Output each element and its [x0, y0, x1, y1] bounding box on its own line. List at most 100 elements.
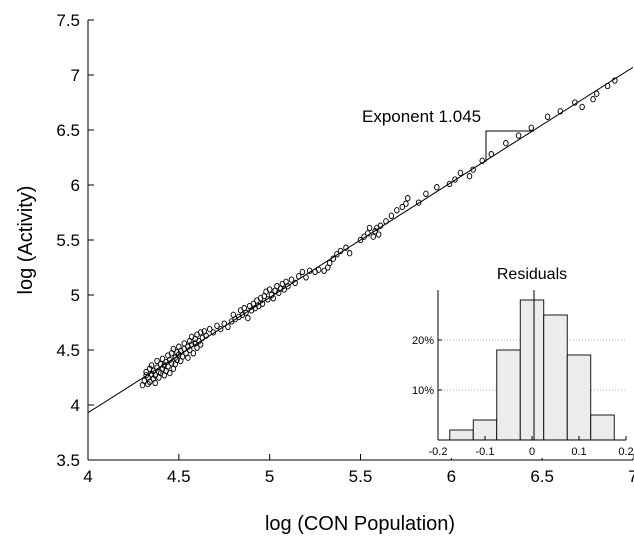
- data-point: [206, 325, 213, 333]
- data-point: [544, 113, 551, 120]
- x-tick-label: 4: [83, 467, 92, 486]
- inset-x-tick-label: 0: [529, 446, 535, 458]
- data-point: [377, 222, 384, 229]
- data-point: [147, 378, 153, 386]
- data-point: [141, 377, 148, 384]
- data-point: [557, 108, 564, 115]
- data-point: [179, 353, 186, 360]
- data-point: [612, 77, 618, 84]
- data-point: [245, 314, 251, 322]
- y-tick-label: 7: [71, 66, 80, 85]
- x-tick-label: 5.5: [349, 467, 373, 486]
- inset-x-tick-label: -0.2: [429, 446, 448, 458]
- data-point: [321, 267, 327, 274]
- data-point: [270, 295, 277, 302]
- data-point: [370, 233, 376, 240]
- inset-bars: [449, 299, 615, 441]
- data-point: [266, 286, 273, 293]
- data-point: [394, 207, 400, 214]
- data-point: [365, 230, 371, 237]
- data-point: [288, 276, 295, 283]
- x-tick-label: 6.5: [530, 467, 554, 486]
- data-point: [330, 255, 337, 262]
- main-x-ticks: 4 4.5 5 5.5 6 6.5 7: [83, 454, 634, 486]
- data-point: [415, 199, 422, 206]
- data-point: [281, 286, 287, 293]
- data-points: [139, 77, 618, 389]
- data-point: [210, 329, 217, 336]
- data-point: [479, 157, 485, 164]
- y-tick-label: 6: [71, 176, 80, 195]
- data-point: [143, 368, 149, 376]
- data-point: [181, 340, 188, 347]
- inset-y-tick-label: 10%: [412, 385, 434, 397]
- data-point: [221, 320, 227, 327]
- data-point: [243, 309, 249, 316]
- data-point: [295, 273, 302, 280]
- data-point: [315, 266, 322, 273]
- exponent-annotation: Exponent 1.045: [362, 107, 481, 126]
- histogram-bar: [519, 299, 545, 441]
- inset-y-tick-label: 20%: [412, 335, 434, 347]
- x-tick-label: 5: [265, 467, 274, 486]
- histogram-bar: [449, 429, 474, 441]
- data-point: [172, 354, 178, 361]
- histogram-bar: [496, 349, 521, 441]
- data-point: [168, 360, 175, 367]
- data-point: [197, 329, 204, 336]
- data-point: [190, 350, 197, 357]
- data-point: [528, 124, 535, 131]
- data-point: [214, 322, 220, 329]
- inset-title: Residuals: [497, 266, 567, 283]
- data-point: [375, 231, 382, 238]
- data-point: [366, 224, 373, 232]
- data-point: [285, 283, 291, 290]
- data-point: [188, 341, 195, 348]
- data-point: [217, 325, 224, 333]
- main-plot: 4 4.5 5 5.5 6 6.5 7 3.544.555.566.577.5 log (C…: [15, 11, 634, 535]
- histogram-bar: [590, 414, 615, 441]
- data-point: [515, 132, 522, 139]
- data-point: [148, 362, 155, 369]
- data-point: [292, 279, 298, 287]
- data-point: [346, 250, 353, 257]
- inset-x-tick-label: 0.1: [571, 446, 586, 458]
- inset-x-tick-label: 0.2: [618, 446, 633, 458]
- inset-y-ticks: 10% 20%: [412, 335, 442, 397]
- data-point: [399, 203, 406, 211]
- fit-line: [88, 66, 633, 414]
- data-point: [154, 357, 160, 365]
- data-point: [579, 103, 585, 111]
- exponent-bracket: [485, 130, 534, 162]
- data-point: [203, 332, 209, 339]
- y-tick-label: 4.5: [56, 341, 80, 360]
- x-tick-label: 6: [447, 467, 456, 486]
- data-point: [174, 356, 180, 364]
- x-tick-label: 7: [628, 467, 634, 486]
- data-point: [361, 233, 367, 240]
- data-point: [593, 90, 600, 97]
- data-point: [326, 259, 333, 267]
- x-tick-label: 4.5: [167, 467, 191, 486]
- data-point: [334, 251, 340, 258]
- data-point: [423, 190, 429, 197]
- main-y-ticks: 3.5 4 4.5 5 5.5 6 6.5 7 7.5: [56, 11, 94, 470]
- data-point: [194, 344, 200, 351]
- data-point: [337, 247, 344, 255]
- data-point: [488, 151, 495, 158]
- data-point: [306, 267, 313, 274]
- data-point: [383, 218, 389, 225]
- residuals-inset: -0.2 -0.1 0 0.1 0.2 10% 20% Residuals: [400, 266, 634, 458]
- data-point: [265, 296, 271, 303]
- data-point: [446, 180, 453, 188]
- y-tick-label: 4: [71, 396, 80, 415]
- data-point: [159, 355, 166, 362]
- data-point: [604, 82, 611, 90]
- data-point: [403, 200, 409, 207]
- data-point: [166, 369, 173, 377]
- data-point: [174, 349, 180, 356]
- data-point: [152, 379, 158, 387]
- data-point: [197, 341, 204, 348]
- data-point: [503, 140, 509, 147]
